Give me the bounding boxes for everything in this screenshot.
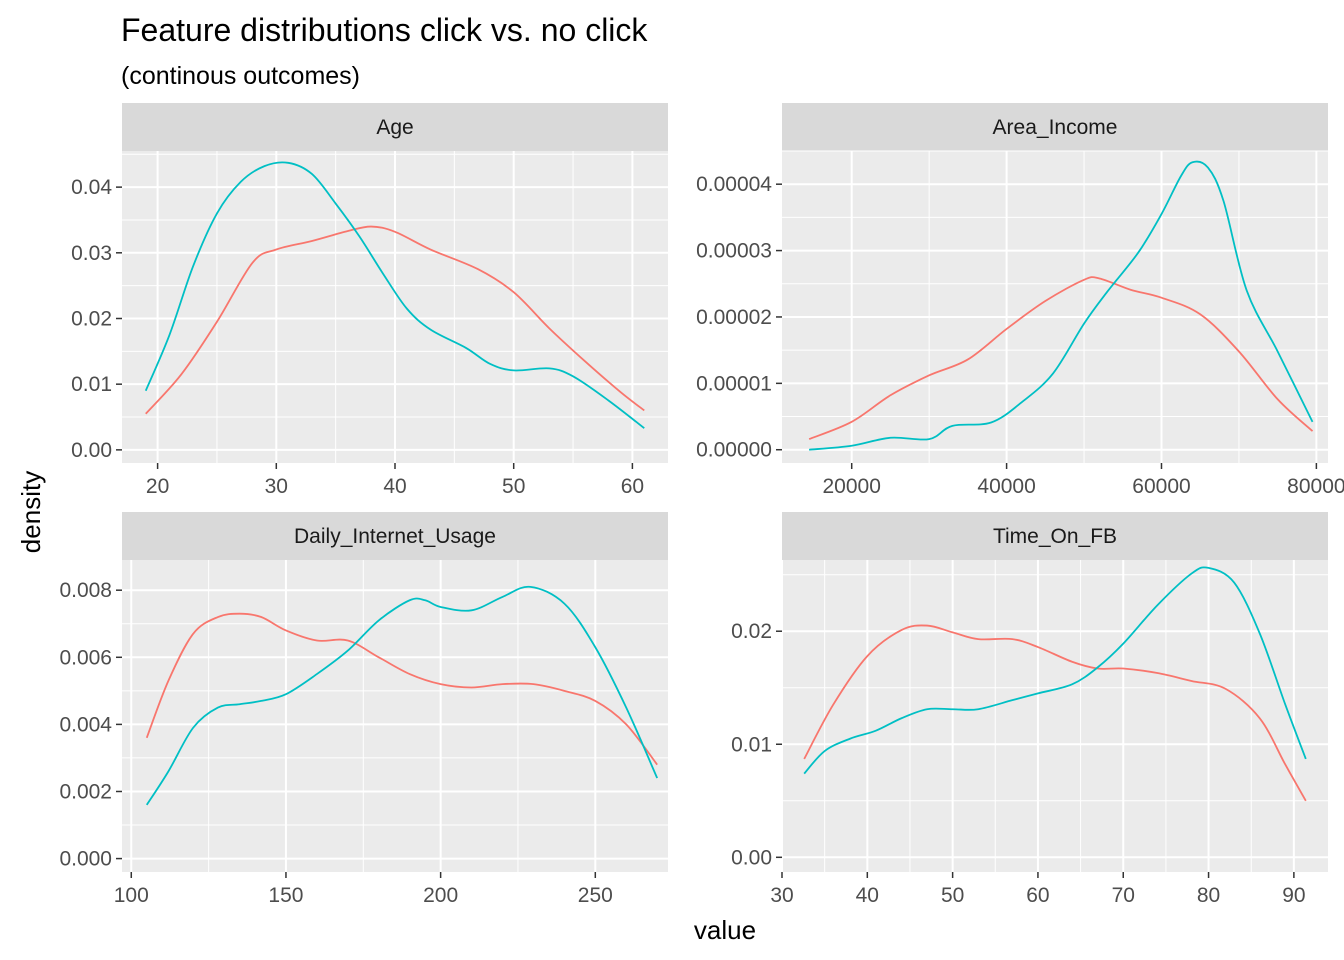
- y-tick-label: 0.00: [731, 846, 772, 869]
- y-tick-label: 0.02: [71, 307, 112, 330]
- chart-title: Feature distributions click vs. no click: [121, 12, 648, 48]
- strip-label-area-income: Area_Income: [993, 116, 1118, 139]
- y-tick-label: 0.00001: [696, 372, 772, 395]
- density-line-cyan: [809, 160, 1314, 451]
- x-axis-title: value: [694, 915, 756, 945]
- y-tick-label: 0.00004: [696, 173, 772, 196]
- strip-area-income: [782, 103, 1328, 151]
- x-tick-label: 150: [268, 884, 303, 907]
- y-tick-label: 0.00000: [696, 439, 772, 462]
- x-tick-label: 80: [1197, 884, 1220, 907]
- strip-daily-internet-usage: [122, 512, 668, 560]
- chart-subtitle: (continous outcomes): [121, 62, 360, 90]
- y-tick-label: 0.002: [59, 780, 112, 803]
- x-tick-label: 70: [1112, 884, 1135, 907]
- y-tick-label: 0.00: [71, 439, 112, 462]
- facet-panels: Age 20 30 40 50 60 0.00 0.01 0.02 0.03 0.04 Area_In…: [59, 103, 1344, 907]
- facet-area-income: Area_Income 20000 40000 60000 80000 0.00000 0.…: [696, 103, 1344, 498]
- density-line-red: [145, 612, 658, 766]
- panel-background: [782, 560, 1328, 872]
- x-tick-label: 40: [383, 475, 406, 498]
- x-tick-label: 20: [146, 475, 169, 498]
- density-line-red: [808, 276, 1314, 440]
- density-line-red: [803, 624, 1307, 802]
- y-tick-label: 0.008: [59, 579, 112, 602]
- y-tick-label: 0.04: [71, 176, 112, 199]
- x-tick-label: 30: [770, 884, 793, 907]
- y-tick-label: 0.00003: [696, 240, 772, 263]
- density-line-red: [145, 225, 645, 415]
- strip-label-age: Age: [376, 116, 413, 139]
- strip-age: [122, 103, 668, 151]
- y-tick-label: 0.004: [59, 713, 112, 736]
- y-axis-title: density: [16, 471, 46, 553]
- y-tick-label: 0.00002: [696, 306, 772, 329]
- x-tick-label: 90: [1282, 884, 1305, 907]
- density-line-cyan: [145, 585, 658, 806]
- panel-background: [122, 560, 668, 872]
- panel-background: [782, 151, 1328, 463]
- density-line-cyan: [144, 161, 645, 429]
- density-line-cyan: [803, 566, 1307, 775]
- x-tick-label: 30: [265, 475, 288, 498]
- y-tick-label: 0.000: [59, 848, 112, 871]
- x-tick-label: 40: [856, 884, 879, 907]
- y-tick-label: 0.03: [71, 242, 112, 265]
- x-tick-label: 60: [1026, 884, 1049, 907]
- x-tick-label: 200: [423, 884, 458, 907]
- strip-time-on-fb: [782, 512, 1328, 560]
- x-tick-label: 80000: [1287, 475, 1344, 498]
- strip-label-time-on-fb: Time_On_FB: [993, 525, 1117, 548]
- y-tick-label: 0.01: [731, 733, 772, 756]
- y-tick-label: 0.01: [71, 373, 112, 396]
- facet-daily-internet-usage: Daily_Internet_Usage 100 150 200 250 0.000 0.0…: [59, 512, 668, 907]
- y-tick-label: 0.006: [59, 646, 112, 669]
- facet-age: Age 20 30 40 50 60 0.00 0.01 0.02 0.03 0.04: [71, 103, 668, 498]
- x-tick-label: 40000: [977, 475, 1035, 498]
- x-tick-label: 50: [502, 475, 525, 498]
- x-tick-label: 100: [114, 884, 149, 907]
- x-tick-label: 250: [578, 884, 613, 907]
- x-tick-label: 50: [941, 884, 964, 907]
- y-tick-label: 0.02: [731, 620, 772, 643]
- strip-label-daily-internet-usage: Daily_Internet_Usage: [294, 525, 496, 548]
- x-tick-label: 20000: [822, 475, 880, 498]
- x-tick-label: 60000: [1132, 475, 1190, 498]
- x-tick-label: 60: [621, 475, 644, 498]
- facet-time-on-fb: Time_On_FB 30 40 50 60 70 80 90 0.00 0.01 0.02: [731, 512, 1328, 907]
